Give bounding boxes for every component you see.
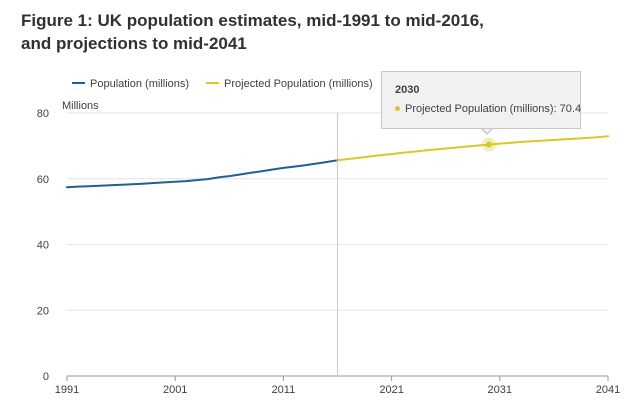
tooltip-pointer-fill [481, 127, 493, 133]
x-tick-label: 2021 [379, 384, 403, 396]
x-tick-label: 2041 [596, 384, 620, 396]
y-tick-label: 80 [37, 108, 49, 120]
highlight-marker [481, 137, 496, 152]
projected-population-line [336, 135, 609, 162]
x-tick-label: 2031 [488, 384, 512, 396]
tooltip-series-dot-icon [395, 106, 400, 111]
tooltip-year: 2030 [395, 84, 420, 96]
legend-label: Projected Population (millions) [224, 78, 373, 90]
y-tick-label: 40 [37, 240, 49, 252]
legend: Population (millions) Projected Populatio… [72, 78, 373, 90]
tooltip: 2030 Projected Population (millions): 70… [381, 71, 581, 129]
chart-title: Figure 1: UK population estimates, mid-1… [21, 9, 621, 55]
axes: 0 20 40 60 80 Millions 1991 2001 2011 2021 2031 204… [37, 100, 620, 396]
y-axis-label: Millions [62, 100, 99, 112]
tooltip-series-label: Projected Population (millions): 70.4 [405, 103, 582, 115]
population-line [66, 159, 339, 189]
y-tick-label: 0 [43, 371, 49, 383]
y-tick-label: 20 [37, 305, 49, 317]
x-tick-label: 2011 [272, 384, 296, 396]
chart-title-line-2: and projections to mid-2041 [21, 34, 247, 53]
y-tick-label: 60 [37, 174, 49, 186]
tooltip-series-row: Projected Population (millions): 70.4 [395, 103, 581, 115]
series-lines [66, 135, 609, 189]
x-tick-label: 1991 [55, 384, 79, 396]
legend-label: Population (millions) [90, 78, 189, 90]
chart-title-line-1: Figure 1: UK population estimates, mid-1… [21, 11, 484, 30]
highlight-point [485, 141, 492, 148]
x-tick-label: 2001 [163, 384, 187, 396]
